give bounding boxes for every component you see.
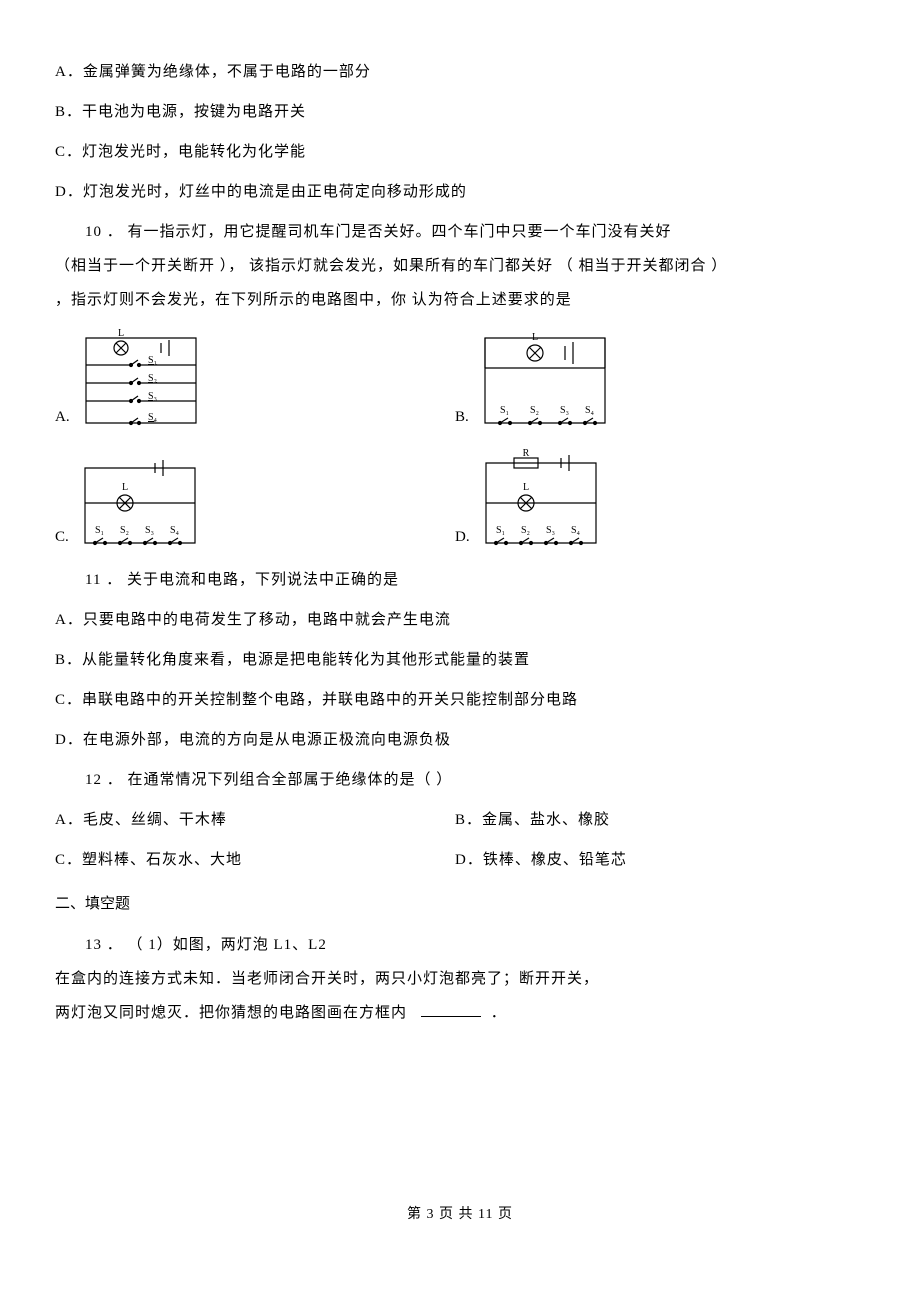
svg-text:S₄: S₄ <box>585 405 595 416</box>
svg-text:S₄: S₄ <box>571 525 581 536</box>
svg-text:S₃: S₃ <box>546 525 555 536</box>
svg-text:S₁: S₁ <box>496 525 505 536</box>
q9-opt-b: B．干电池为电源，按键为电路开关 <box>55 100 865 124</box>
q11-opt-a: A．只要电路中的电荷发生了移动，电路中就会产生电流 <box>55 608 865 632</box>
svg-text:L: L <box>523 482 529 493</box>
svg-text:L: L <box>118 328 124 339</box>
q12-opt-d: D．铁棒、橡皮、铅笔芯 <box>455 848 855 872</box>
q13-text1: （ 1）如图，两灯泡 L1、L2 <box>128 937 327 953</box>
q9-opt-a: A．金属弹簧为绝缘体，不属于电路的一部分 <box>55 60 865 84</box>
q10-label-b: B. <box>455 409 469 428</box>
circuit-c-cell: C. L S₁ S₂ S₃ S₄ <box>55 448 455 548</box>
svg-text:S₁: S₁ <box>148 355 157 366</box>
q9-opt-c: C．灯泡发光时，电能转化为化学能 <box>55 140 865 164</box>
q12-opt-c: C．塑料棒、石灰水、大地 <box>55 848 455 872</box>
q13-line1: 13 ． （ 1）如图，两灯泡 L1、L2 <box>55 933 865 957</box>
svg-text:S₄: S₄ <box>148 412 158 423</box>
q11-number: 11 ． <box>85 572 122 588</box>
svg-text:S₃: S₃ <box>145 525 154 536</box>
q12-number: 12 ． <box>85 772 123 788</box>
q12-opt-a: A．毛皮、丝绸、干木棒 <box>55 808 455 832</box>
q13-text3: 两灯泡又同时熄灭．把你猜想的电路图画在方框内 <box>55 1005 407 1021</box>
q11-stem: 11 ． 关于电流和电路，下列说法中正确的是 <box>55 568 865 592</box>
circuit-row-1: A. L S₁ S₂ S₃ S₄ <box>55 328 865 428</box>
svg-text:S₂: S₂ <box>521 525 530 536</box>
svg-text:L: L <box>532 332 538 343</box>
svg-text:S₃: S₃ <box>148 391 157 402</box>
svg-text:S₄: S₄ <box>170 525 180 536</box>
q10-text1: 有一指示灯，用它提醒司机车门是否关好。四个车门中只要一个车门没有关好 <box>128 224 672 240</box>
section2-title: 二、填空题 <box>55 892 865 913</box>
q13-blank <box>421 1016 481 1017</box>
q10-stem: 10 ． 有一指示灯，用它提醒司机车门是否关好。四个车门中只要一个车门没有关好 <box>55 220 865 244</box>
svg-text:S₂: S₂ <box>120 525 129 536</box>
q12-row1: A．毛皮、丝绸、干木棒 B．金属、盐水、橡胶 <box>55 808 865 832</box>
circuit-c-diagram: L S₁ S₂ S₃ S₄ <box>75 458 205 548</box>
q12-row2: C．塑料棒、石灰水、大地 D．铁棒、橡皮、铅笔芯 <box>55 848 865 872</box>
q11-opt-b: B．从能量转化角度来看，电源是把电能转化为其他形式能量的装置 <box>55 648 865 672</box>
circuit-d-diagram: R L S₁ S₂ S₃ S₄ <box>476 448 606 548</box>
svg-text:S₁: S₁ <box>500 405 509 416</box>
q11-opt-c: C．串联电路中的开关控制整个电路，并联电路中的开关只能控制部分电路 <box>55 688 865 712</box>
page-footer: 第 3 页 共 11 页 <box>0 1203 920 1223</box>
svg-text:S₃: S₃ <box>560 405 569 416</box>
svg-text:L: L <box>122 482 128 493</box>
q12-stem-text: 在通常情况下列组合全部属于绝缘体的是（ ） <box>128 772 453 788</box>
q12-opt-b: B．金属、盐水、橡胶 <box>455 808 855 832</box>
svg-text:R: R <box>522 448 529 459</box>
q9-opt-d: D．灯泡发光时，灯丝中的电流是由正电荷定向移动形成的 <box>55 180 865 204</box>
q10-label-a: A. <box>55 409 70 428</box>
q10-text2: （相当于一个开关断开 ）， 该指示灯就会发光，如果所有的车门都关好 （ 相当于开… <box>55 254 865 278</box>
svg-text:S₁: S₁ <box>95 525 104 536</box>
q13-line3: 两灯泡又同时熄灭．把你猜想的电路图画在方框内 ． <box>55 1001 865 1025</box>
circuit-a-diagram: L S₁ S₂ S₃ S₄ <box>76 328 206 428</box>
q11-stem-text: 关于电流和电路，下列说法中正确的是 <box>127 572 399 588</box>
q13-period: ． <box>491 1005 507 1021</box>
circuit-b-diagram: L S₁ S₂ S₃ S₄ <box>475 328 615 428</box>
svg-text:S₂: S₂ <box>530 405 539 416</box>
circuit-b-cell: B. L S₁ S₂ S₃ S₄ <box>455 328 655 428</box>
q10-label-d: D. <box>455 529 470 548</box>
circuit-row-2: C. L S₁ S₂ S₃ S₄ D. <box>55 448 865 548</box>
q10-text3: ，指示灯则不会发光，在下列所示的电路图中，你 认为符合上述要求的是 <box>55 288 865 312</box>
circuit-d-cell: D. R L S₁ S₂ S₃ S₄ <box>455 448 655 548</box>
q12-stem: 12 ． 在通常情况下列组合全部属于绝缘体的是（ ） <box>55 768 865 792</box>
q10-number: 10 ． <box>85 224 123 240</box>
q10-label-c: C. <box>55 529 69 548</box>
svg-text:S₂: S₂ <box>148 373 157 384</box>
q13-text2: 在盒内的连接方式未知．当老师闭合开关时，两只小灯泡都亮了；断开开关， <box>55 967 865 991</box>
circuit-a-cell: A. L S₁ S₂ S₃ S₄ <box>55 328 455 428</box>
q11-opt-d: D．在电源外部，电流的方向是从电源正极流向电源负极 <box>55 728 865 752</box>
q13-number: 13 ． <box>85 937 123 953</box>
